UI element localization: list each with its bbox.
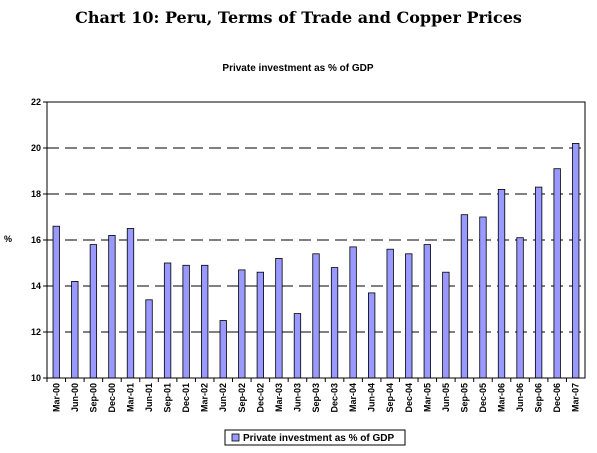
y-tick-label: 22: [31, 97, 41, 107]
x-tick-label: Mar-00: [51, 383, 61, 412]
x-tick-label: Jun-00: [70, 383, 80, 412]
x-tick-label: Mar-02: [200, 383, 210, 412]
x-tick-label: Sep-01: [163, 383, 173, 413]
y-tick-label: 16: [31, 235, 41, 245]
bar: [89, 244, 98, 379]
y-tick-label: 20: [31, 143, 41, 153]
x-tick-label: Jun-05: [441, 383, 451, 412]
x-tick-label: Dec-02: [255, 383, 265, 413]
bar: [423, 244, 431, 379]
bar: [368, 292, 376, 379]
bar: [108, 234, 116, 379]
bar: [386, 248, 394, 379]
bar: [497, 188, 506, 379]
y-tick-label: 12: [31, 327, 41, 337]
bar: [201, 264, 209, 379]
x-tick-label: Mar-04: [348, 383, 358, 412]
bar: [405, 253, 413, 379]
bar: [52, 225, 60, 379]
bar: [293, 313, 302, 379]
legend: Private investment as % of GDP: [224, 429, 406, 446]
x-tick-label: Dec-00: [107, 383, 117, 413]
x-tick-label: Jun-04: [367, 383, 377, 412]
x-tick-label: Mar-05: [422, 383, 432, 412]
x-tick-label: Sep-00: [88, 383, 98, 413]
x-axis-ticks: Mar-00 Jun-00 Sep-00 Dec-00 Mar-01 Jun-01 Sep-…: [46, 378, 581, 413]
bar: [442, 271, 450, 379]
x-tick-label: Mar-07: [571, 383, 581, 412]
bar: [256, 271, 264, 379]
x-tick-label: Dec-04: [404, 383, 414, 413]
x-tick-label: Sep-02: [237, 383, 247, 413]
legend-swatch: [231, 433, 240, 442]
x-tick-label: Dec-05: [478, 383, 488, 413]
chart-subtitle: Private investment as % of GDP: [222, 63, 373, 74]
bar: [312, 253, 320, 379]
bar: [349, 246, 357, 379]
x-tick-label: Sep-05: [459, 383, 469, 413]
page-title: Chart 10: Peru, Terms of Trade and Coppe…: [75, 8, 522, 27]
bar: [460, 214, 469, 379]
legend-label: Private investment as % of GDP: [243, 433, 394, 444]
x-tick-label: Jun-02: [218, 383, 228, 412]
bars: [52, 142, 580, 379]
bar: [219, 320, 227, 379]
bar: [275, 257, 283, 379]
y-tick-label: 18: [31, 189, 41, 199]
bar: [534, 186, 543, 379]
bar: [182, 264, 190, 379]
bar: [238, 269, 246, 379]
x-tick-label: Jun-01: [144, 383, 154, 412]
x-tick-label: Mar-03: [274, 383, 284, 412]
x-tick-label: Sep-04: [385, 383, 395, 413]
x-tick-label: Jun-03: [292, 383, 302, 412]
bar: [516, 237, 524, 379]
y-axis-label: %: [4, 234, 12, 244]
x-tick-label: Mar-01: [125, 383, 135, 412]
bar: [163, 262, 172, 379]
x-tick-label: Sep-03: [311, 383, 321, 413]
legend-box: [224, 429, 406, 446]
x-tick-label: Jun-06: [515, 383, 525, 412]
x-tick-label: Dec-03: [330, 383, 340, 413]
y-axis-ticks: 10 12 14 16 18 20 22: [31, 97, 47, 383]
bar: [572, 142, 580, 379]
bar: [126, 228, 135, 379]
bar: [479, 216, 487, 379]
bar: [330, 267, 339, 379]
bar: [553, 168, 561, 379]
bar: [145, 299, 153, 379]
x-tick-label: Mar-06: [497, 383, 507, 412]
x-tick-label: Dec-06: [552, 383, 562, 413]
x-tick-label: Dec-01: [181, 383, 191, 413]
y-tick-label: 10: [31, 373, 41, 383]
x-tick-label: Sep-06: [534, 383, 544, 413]
bar: [71, 280, 79, 379]
y-tick-label: 14: [31, 281, 41, 291]
